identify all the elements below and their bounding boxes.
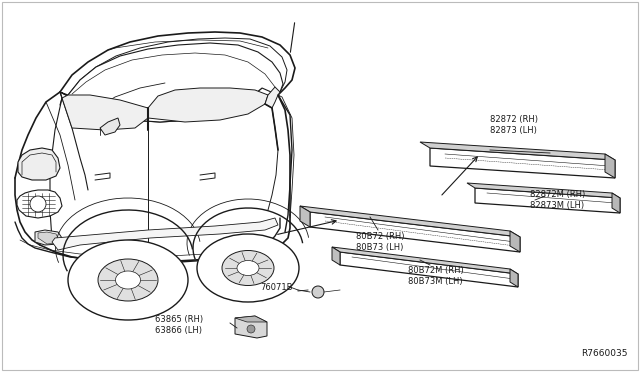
Polygon shape [332, 247, 340, 265]
Polygon shape [265, 87, 280, 108]
Polygon shape [510, 231, 520, 252]
Polygon shape [52, 218, 278, 250]
Text: 80B72 (RH)
80B73 (LH): 80B72 (RH) 80B73 (LH) [356, 232, 404, 252]
Ellipse shape [222, 250, 274, 285]
Polygon shape [332, 247, 518, 274]
Polygon shape [235, 316, 267, 338]
Ellipse shape [98, 259, 158, 301]
Polygon shape [60, 43, 283, 122]
Polygon shape [475, 188, 620, 213]
Polygon shape [605, 154, 615, 178]
Polygon shape [430, 148, 615, 178]
Polygon shape [310, 212, 520, 252]
Circle shape [312, 286, 324, 298]
Polygon shape [38, 232, 58, 244]
Text: 82872M (RH)
82873M (LH): 82872M (RH) 82873M (LH) [530, 190, 585, 210]
Circle shape [247, 325, 255, 333]
Circle shape [30, 196, 46, 212]
Ellipse shape [115, 271, 141, 289]
Polygon shape [17, 190, 62, 218]
Polygon shape [467, 183, 620, 198]
Polygon shape [420, 142, 615, 160]
Polygon shape [300, 206, 520, 237]
Text: 82872 (RH)
82873 (LH): 82872 (RH) 82873 (LH) [490, 115, 538, 135]
Ellipse shape [237, 260, 259, 276]
Ellipse shape [197, 234, 299, 302]
Polygon shape [510, 269, 518, 287]
Polygon shape [340, 252, 518, 287]
Polygon shape [35, 230, 62, 245]
Text: 76071B: 76071B [260, 283, 292, 292]
Polygon shape [235, 316, 267, 322]
Text: 63865 (RH)
63866 (LH): 63865 (RH) 63866 (LH) [155, 315, 203, 335]
Polygon shape [300, 206, 310, 227]
Text: 80B72M (RH)
80B73M (LH): 80B72M (RH) 80B73M (LH) [408, 266, 464, 286]
Polygon shape [148, 88, 268, 122]
Text: R7660035: R7660035 [582, 349, 628, 358]
Polygon shape [62, 95, 148, 130]
Polygon shape [100, 118, 120, 135]
Polygon shape [18, 148, 60, 180]
Ellipse shape [68, 240, 188, 320]
Polygon shape [612, 193, 620, 213]
